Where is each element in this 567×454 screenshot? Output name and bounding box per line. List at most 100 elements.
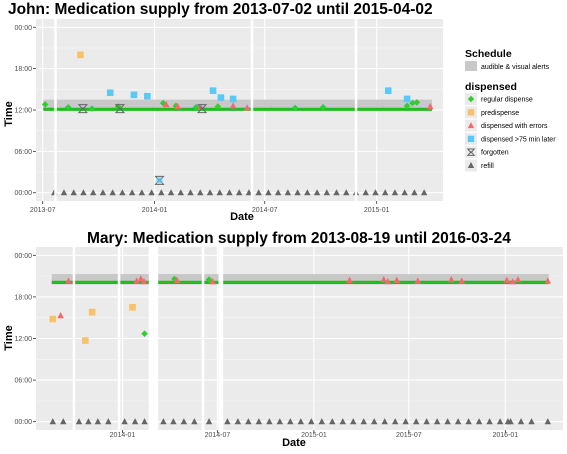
john-point-refill xyxy=(119,189,126,196)
mary-point-refill xyxy=(517,418,525,425)
mary-point-refill xyxy=(412,418,420,425)
john-point-forgotten xyxy=(77,104,88,114)
john-point-refill xyxy=(333,189,340,196)
john-point-refill xyxy=(382,189,389,196)
john-y-tick-label: 06:00 xyxy=(14,149,32,156)
john-point-dispensed-75-min-later xyxy=(106,89,114,97)
john-point-refill xyxy=(323,189,331,196)
mary-point-dispensed-with-errors xyxy=(380,275,387,283)
john-point-refill xyxy=(167,189,175,196)
mary-point-refill xyxy=(454,418,462,425)
john-point-dispensed-with-errors xyxy=(174,102,182,110)
legend: Schedule audible & visual alerts dispens… xyxy=(465,48,556,172)
john-point-refill xyxy=(235,189,243,196)
mary-point-dispensed-with-errors xyxy=(137,275,145,282)
john-chart-title: John: Medication supply from 2013-07-02 … xyxy=(8,1,433,18)
mary-marks xyxy=(49,247,552,430)
mary-y-tick-label: 18:00 xyxy=(14,294,32,301)
mary-point-refill xyxy=(465,418,472,425)
mary-point-regular-dispense xyxy=(171,275,178,283)
mary-point-refill xyxy=(297,418,305,425)
legend-key-regular-dispense xyxy=(467,95,475,103)
mary-y-tick-label: 00:00 xyxy=(14,419,32,426)
legend-label-regular-dispense: regular dispense xyxy=(481,97,533,104)
mary-point-refill xyxy=(350,418,357,425)
mary-point-refill xyxy=(496,418,504,425)
john-point-dispensed-with-errors xyxy=(243,104,251,111)
mary-point-regular-dispense xyxy=(141,330,148,337)
mary-y-tick-label: 00:00 xyxy=(14,253,32,260)
mary-point-dispensed-with-errors xyxy=(140,278,148,285)
john-point-refill xyxy=(362,189,369,196)
john-point-predispense xyxy=(77,51,84,59)
john-point-dispensed-75-min-later xyxy=(209,87,217,94)
mary-point-refill xyxy=(391,418,399,425)
john-y-tick-label: 00:00 xyxy=(14,25,32,32)
mary-point-dispensed-with-errors xyxy=(209,278,217,285)
legend-schedule-title: Schedule xyxy=(465,48,512,60)
john-point-regular-dispense xyxy=(409,99,416,107)
mary-point-refill xyxy=(105,418,112,425)
mary-x-ticks: 2014-01 2014-07 2015-01 2015-07 2016-01 xyxy=(110,430,518,439)
mary-point-dispensed-with-errors xyxy=(57,311,64,319)
mary-point-refill xyxy=(423,418,430,425)
mary-point-refill xyxy=(381,418,388,425)
john-point-refill xyxy=(411,189,418,196)
legend-label-dispensed-75-min-later: dispensed >75 min later xyxy=(481,136,556,143)
john-point-refill xyxy=(206,189,214,196)
mary-data-gap xyxy=(72,247,76,430)
john-point-refill xyxy=(401,189,408,196)
mary-point-refill xyxy=(245,418,252,425)
john-point-refill xyxy=(148,189,155,196)
john-x-tick-label: 2013-07 xyxy=(30,207,56,214)
john-point-dispensed-75-min-later xyxy=(144,92,151,100)
mary-point-refill xyxy=(486,418,493,425)
john-point-refill xyxy=(177,189,184,196)
mary-point-refill xyxy=(371,418,378,425)
john-point-forgotten xyxy=(196,104,208,114)
mary-point-refill xyxy=(402,418,409,425)
mary-point-predispense xyxy=(49,315,57,323)
mary-point-refill xyxy=(339,418,346,425)
john-point-regular-dispense xyxy=(319,103,327,111)
john-point-refill xyxy=(391,189,399,196)
mary-x-tick-label: 2015-01 xyxy=(301,432,327,439)
john-marks xyxy=(41,19,434,201)
mary-y-axis-label: Time xyxy=(3,325,15,350)
john-point-refill xyxy=(60,189,68,196)
mary-point-dispensed-with-errors xyxy=(384,278,392,285)
john-point-refill xyxy=(313,189,321,196)
john-point-refill xyxy=(274,189,282,196)
mary-point-refill xyxy=(329,418,336,425)
john-x-axis-label: Date xyxy=(230,211,254,223)
john-point-refill xyxy=(343,189,350,196)
john-y-ticks: 00:00 06:00 12:00 18:00 00:00 xyxy=(14,25,36,197)
john-point-regular-dispense xyxy=(291,104,299,112)
mary-x-axis-label: Date xyxy=(282,437,306,449)
john-y-tick-label: 18:00 xyxy=(14,66,32,73)
legend-items: regular dispense predispense dispensed wit… xyxy=(465,93,556,172)
john-point-refill xyxy=(304,189,311,196)
mary-point-refill xyxy=(180,418,188,425)
mary-data-gap xyxy=(201,247,205,430)
john-point-regular-dispense xyxy=(403,102,411,110)
john-schedule-band xyxy=(43,99,433,110)
mary-point-refill xyxy=(94,418,102,425)
john-point-refill xyxy=(255,189,262,196)
mary-point-refill xyxy=(60,418,67,425)
john-point-refill xyxy=(187,189,194,196)
legend-dispensed-title: dispensed xyxy=(465,81,517,93)
mary-point-refill xyxy=(85,418,92,425)
mary-point-dispensed-with-errors xyxy=(173,276,181,283)
john-point-dispensed-75-min-later xyxy=(384,87,392,94)
mary-point-dispensed-with-errors xyxy=(544,277,552,284)
legend-label-refill: refill xyxy=(481,163,494,170)
john-point-refill xyxy=(70,189,77,196)
john-point-dispensed-with-errors xyxy=(162,100,170,108)
mary-y-tick-label: 12:00 xyxy=(14,336,32,343)
john-point-refill xyxy=(109,189,116,196)
john-point-refill xyxy=(284,189,292,196)
john-point-refill xyxy=(265,189,272,196)
legend-schedule-swatch xyxy=(465,61,477,71)
